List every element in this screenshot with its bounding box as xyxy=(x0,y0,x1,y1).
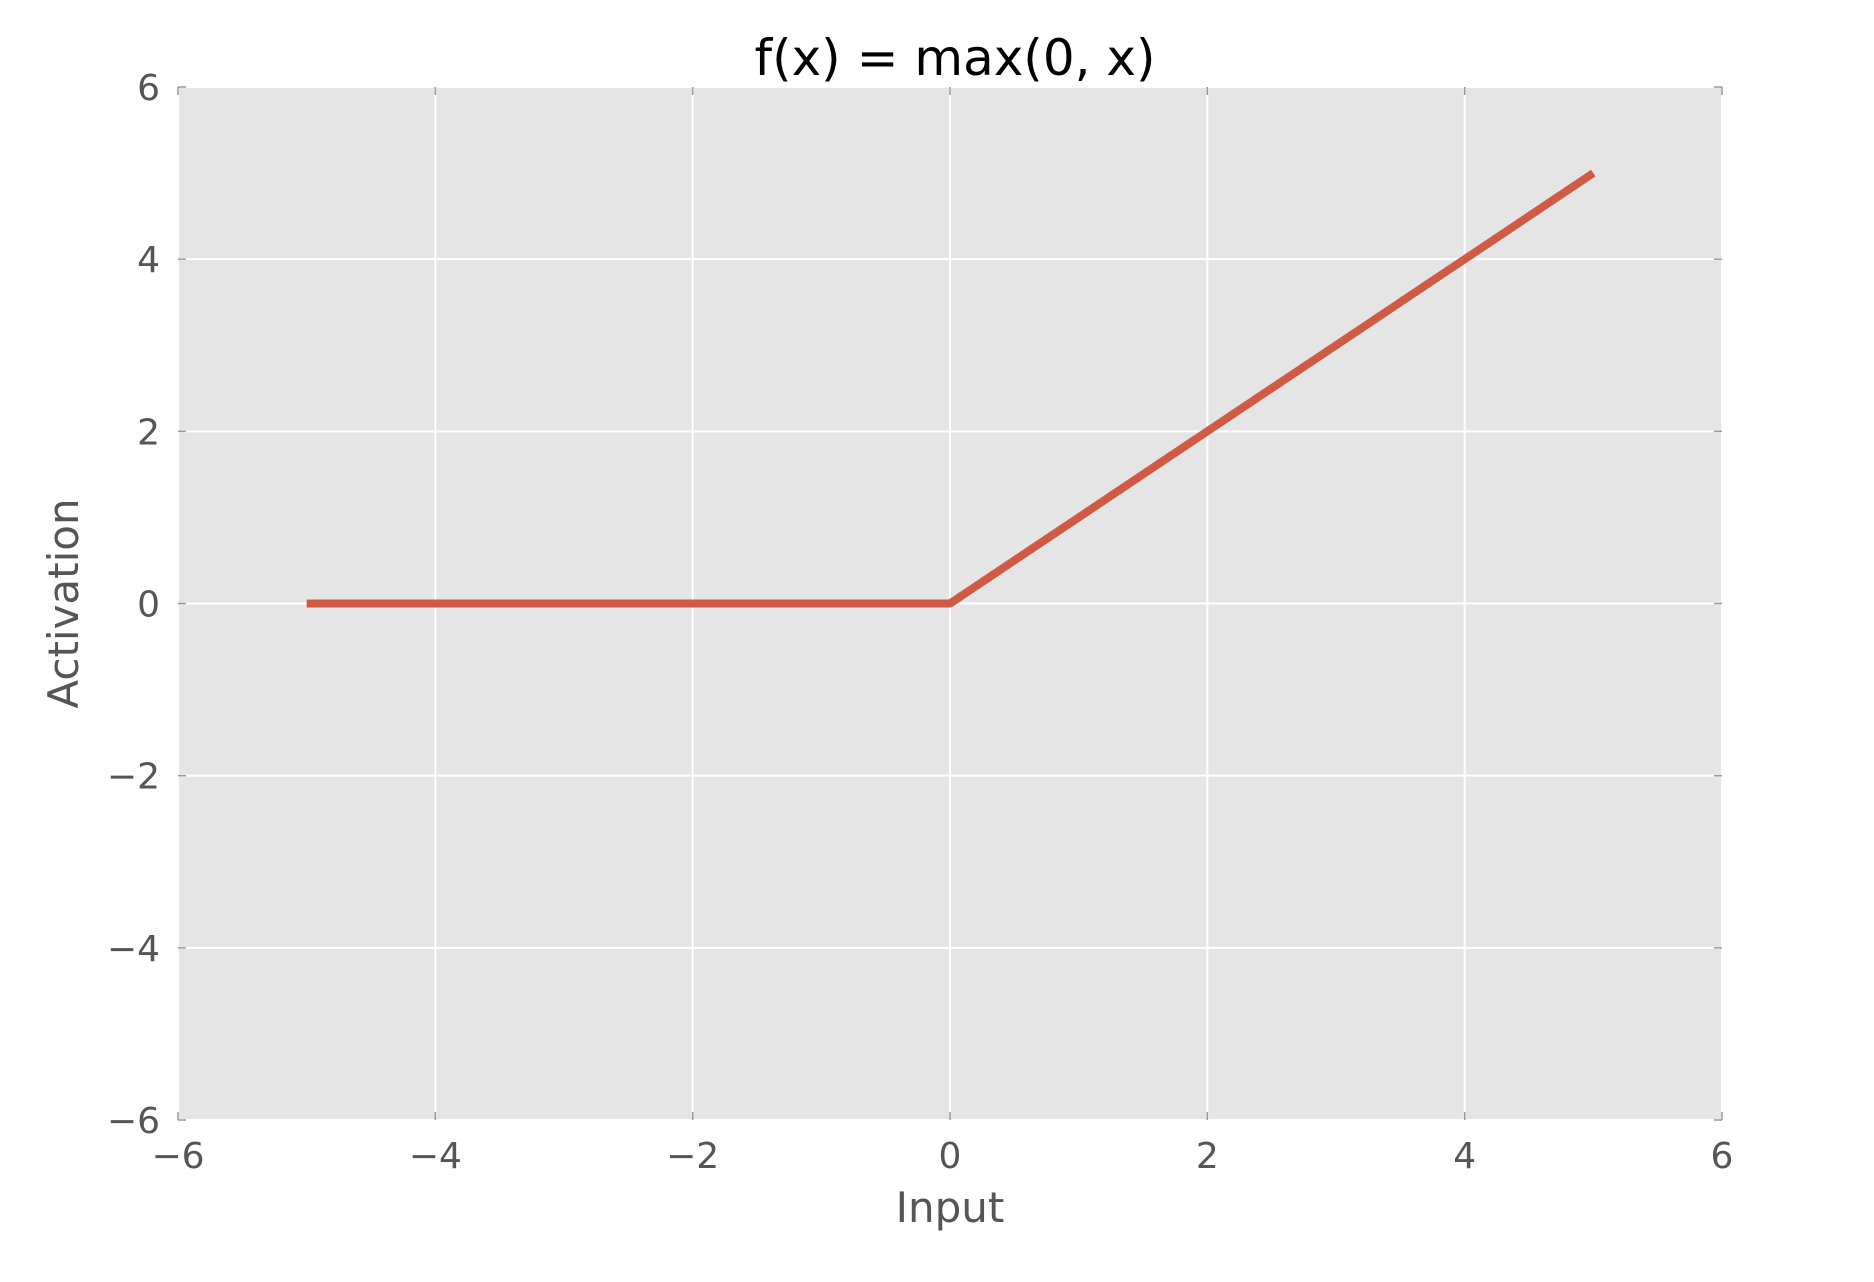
series-layer xyxy=(306,169,1596,608)
x-tick-label: 2 xyxy=(1196,1136,1219,1177)
y-tick-label: 4 xyxy=(137,240,160,281)
y-tick-label: −4 xyxy=(107,929,160,970)
y-tick-label: −6 xyxy=(107,1101,160,1142)
x-tick-label: −4 xyxy=(409,1136,462,1177)
x-tick-label: 4 xyxy=(1453,1136,1476,1177)
x-tick-label: −6 xyxy=(151,1136,204,1177)
x-tick-label: −2 xyxy=(666,1136,719,1177)
y-tick-label: 0 xyxy=(137,585,160,626)
x-tick-label: 0 xyxy=(939,1136,962,1177)
y-tick-label: −2 xyxy=(107,757,160,798)
axis-ticks: −6 −4 −2 0 2 4 6 −6 −4 −2 0 2 4 6 xyxy=(107,68,1734,1177)
y-tick-label: 2 xyxy=(137,412,160,453)
y-axis-label: Activation xyxy=(39,498,88,708)
x-tick-label: 6 xyxy=(1711,1136,1734,1177)
y-tick-label: 6 xyxy=(137,68,160,109)
relu-series-line xyxy=(306,169,1596,608)
chart-title: f(x) = max(0, x) xyxy=(754,29,1155,87)
x-axis-label: Input xyxy=(896,1183,1005,1232)
